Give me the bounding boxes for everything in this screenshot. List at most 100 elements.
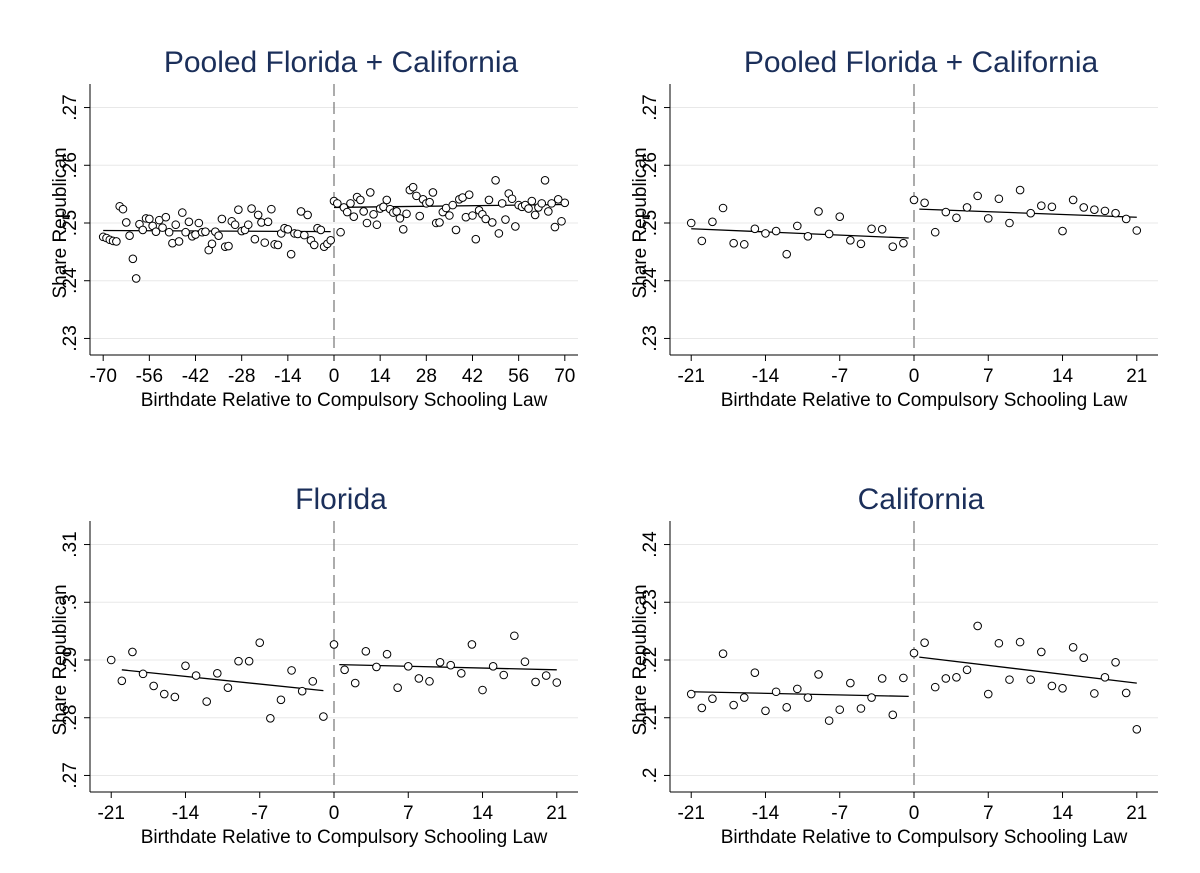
data-point [414, 674, 424, 683]
data-point [266, 714, 275, 723]
x-tick-label: 70 [554, 366, 575, 387]
data-point [230, 220, 240, 230]
x-tick-label: 0 [329, 803, 340, 824]
data-point [1015, 185, 1025, 195]
data-point [260, 238, 270, 247]
data-point [1047, 681, 1057, 691]
data-point [750, 224, 760, 234]
data-point [1047, 202, 1057, 212]
y-axis-label: Share Republican [50, 147, 71, 298]
data-point [128, 254, 138, 264]
data-point [349, 212, 359, 221]
x-tick-label: -21 [677, 366, 704, 387]
x-tick-label: 14 [1052, 803, 1074, 824]
data-point [247, 204, 256, 213]
x-tick-label: 0 [909, 803, 920, 824]
data-point [234, 205, 243, 215]
y-tick-label: .28 [60, 705, 81, 731]
x-tick-label: 42 [462, 366, 483, 387]
chart-panel-pooled-full: Pooled Florida + California .23 .24 .25 .26.… [0, 0, 600, 436]
data-point [253, 210, 263, 220]
data-point [151, 227, 161, 236]
data-point [856, 239, 866, 249]
data-point [332, 199, 342, 208]
data-point [217, 214, 227, 224]
data-point [739, 693, 749, 702]
data-point [729, 700, 738, 710]
y-axis-label: Share Republican [630, 147, 651, 298]
data-point [511, 222, 520, 231]
data-point [708, 694, 717, 703]
data-point [952, 673, 961, 682]
data-point [382, 195, 392, 205]
x-tick-label: -7 [831, 803, 848, 824]
data-point [428, 188, 438, 197]
x-tick-label: -21 [677, 803, 704, 824]
data-point [793, 221, 802, 231]
y-tick-label: .22 [640, 647, 661, 673]
x-tick-label: -21 [97, 803, 124, 824]
y-tick-label: .31 [60, 531, 81, 557]
y-axis-label: Share Republican [630, 584, 651, 735]
data-point [510, 631, 519, 641]
data-point [372, 662, 381, 672]
data-point [309, 240, 319, 250]
data-point [1100, 673, 1110, 682]
data-point [541, 671, 551, 680]
data-point [398, 225, 408, 234]
data-point [273, 240, 283, 250]
y-tick-label: .25 [640, 210, 661, 236]
data-point [170, 692, 180, 702]
data-point [1026, 675, 1035, 684]
data-point [497, 199, 507, 208]
data-point [909, 195, 919, 205]
data-point [524, 204, 533, 213]
x-tick-label: -7 [251, 803, 268, 824]
data-point [445, 211, 454, 220]
data-point [867, 693, 876, 702]
data-point [1005, 675, 1014, 684]
data-point [1026, 208, 1035, 218]
data-point [1058, 683, 1067, 693]
data-point [552, 678, 562, 687]
data-point [255, 638, 265, 647]
x-axis-label: Birthdate Relative to Compulsory Schooli… [721, 827, 1128, 848]
data-point [994, 194, 1004, 204]
data-point [962, 203, 972, 212]
data-point [867, 224, 876, 234]
x-tick-label: -14 [752, 803, 780, 824]
data-point [814, 670, 823, 679]
data-point [467, 640, 477, 649]
data-point [983, 689, 993, 699]
data-point [283, 225, 293, 234]
data-point [382, 649, 392, 659]
data-point [909, 648, 919, 658]
data-point [329, 640, 339, 649]
chart-title: Pooled Florida + California [744, 46, 1099, 79]
data-point [356, 195, 365, 205]
data-point [1068, 643, 1078, 652]
chart-title: Florida [295, 483, 387, 516]
data-point [983, 214, 993, 223]
data-point [697, 236, 707, 246]
data-point [888, 242, 898, 251]
data-point [207, 239, 217, 249]
data-point [234, 656, 243, 666]
data-point [530, 210, 540, 220]
data-point [739, 240, 749, 249]
x-tick-label: 7 [403, 803, 414, 824]
data-point [824, 229, 834, 239]
data-point [686, 689, 696, 699]
data-point [994, 638, 1004, 648]
data-point [395, 214, 405, 223]
data-point [835, 705, 845, 714]
data-point [184, 217, 194, 227]
data-point [930, 682, 940, 692]
data-point [952, 213, 961, 223]
data-point [835, 212, 845, 221]
x-tick-label: 0 [329, 366, 340, 387]
data-point [372, 220, 382, 230]
x-tick-label: 14 [1052, 366, 1074, 387]
y-tick-label: .23 [60, 325, 81, 351]
data-point [181, 661, 190, 671]
